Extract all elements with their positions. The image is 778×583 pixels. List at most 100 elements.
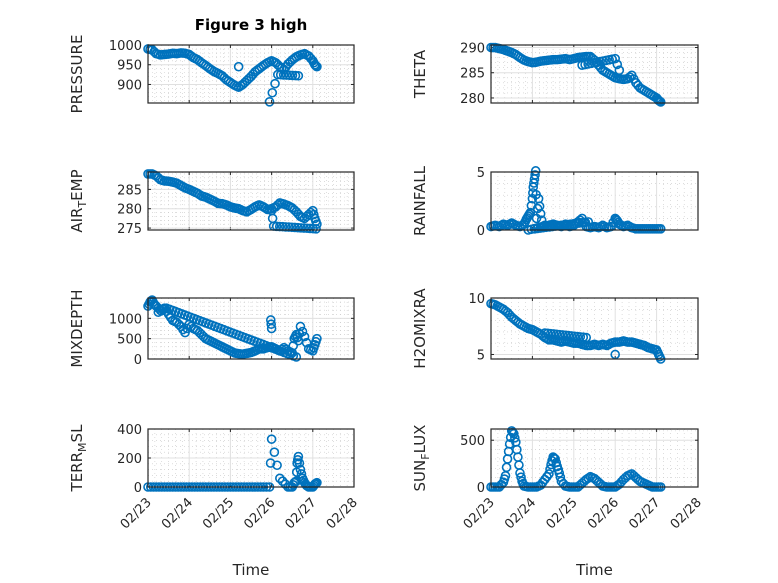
y-tick-label: 1000 <box>109 312 142 327</box>
data-point <box>264 97 275 107</box>
y-axis-label: MIXDEPTH <box>68 289 86 367</box>
data-point <box>287 70 298 81</box>
y-tick-label: 0 <box>477 224 485 239</box>
y-tick-label: 500 <box>117 333 142 348</box>
y-axis-label-main: SUN <box>411 460 429 492</box>
data-point <box>277 63 287 73</box>
y-axis-label-subscript: F <box>419 453 432 459</box>
data-point <box>296 469 307 479</box>
subplot-pressure: 900 950 1000 PRESSURE <box>68 35 355 114</box>
y-tick-label: 400 <box>117 423 142 438</box>
y-tick-label: 5 <box>477 166 485 181</box>
data-point <box>178 324 188 335</box>
data-point <box>311 60 321 71</box>
subplot-h2omixra: 5 10 H2OMIXRA <box>411 288 699 369</box>
data-point <box>654 351 665 362</box>
data-point <box>512 444 522 455</box>
data-point <box>652 347 663 358</box>
y-tick-label: 0 <box>134 353 142 368</box>
data-point <box>633 338 643 349</box>
data-point <box>275 69 286 80</box>
data-point <box>299 223 309 233</box>
y-axis-label-main: THETA <box>411 49 429 99</box>
y-axis-label-subscript: M <box>76 442 89 452</box>
data-point <box>514 460 524 470</box>
axes-box <box>147 428 355 488</box>
y-axis-label-main: PRESSURE <box>68 35 86 114</box>
y-tick-label: 1000 <box>109 39 142 54</box>
data-point <box>654 96 665 107</box>
data-point <box>301 337 312 348</box>
x-axis-label: Time <box>575 561 613 579</box>
y-tick-label: 285 <box>460 67 485 82</box>
data-point <box>624 470 635 480</box>
data-point <box>302 223 312 234</box>
data-point <box>311 336 321 347</box>
subplot-theta: 280 285 290 THETA <box>411 42 699 107</box>
data-point <box>165 176 176 187</box>
data-point <box>267 87 278 98</box>
data-point <box>499 474 510 484</box>
data-point <box>267 213 278 224</box>
x-axis-label: Time <box>232 561 270 579</box>
data-point <box>492 43 503 53</box>
data-point <box>645 343 656 354</box>
y-axis-label: PRESSURE <box>68 35 86 114</box>
data-point <box>280 222 291 232</box>
data-point <box>612 59 623 70</box>
data-point <box>277 221 288 232</box>
data-point <box>507 427 518 438</box>
data-point <box>500 45 511 56</box>
data-point <box>277 198 287 209</box>
subplot-mixdepth: 0 500 1000 MIXDEPTH <box>68 289 355 368</box>
data-point <box>272 460 282 471</box>
y-tick-label: 900 <box>117 78 142 93</box>
y-tick-label: 280 <box>460 92 485 107</box>
y-tick-label: 280 <box>117 203 142 218</box>
data-point <box>277 476 288 487</box>
y-axis-label: H2OMIXRA <box>411 288 429 369</box>
data-point <box>534 201 545 212</box>
data-point <box>215 198 225 209</box>
axes-box <box>490 171 699 231</box>
figure-title: Figure 3 high <box>195 16 308 34</box>
axes-box <box>147 171 355 231</box>
axes-box <box>490 297 699 360</box>
data-point <box>501 462 512 473</box>
data-point <box>600 340 610 350</box>
data-point <box>578 332 589 343</box>
y-tick-label: 290 <box>460 42 485 57</box>
data-point <box>270 78 280 89</box>
y-axis-label-main: AIR <box>68 208 86 233</box>
data-point <box>178 48 188 58</box>
data-point <box>580 217 591 228</box>
y-tick-label: 500 <box>460 434 485 449</box>
y-tick-label: 10 <box>468 292 485 307</box>
data-point <box>309 480 319 491</box>
data-point <box>272 69 283 80</box>
axes-box <box>147 297 355 360</box>
data-point <box>531 189 541 200</box>
data-point <box>278 70 289 80</box>
data-point <box>264 56 275 67</box>
subplot-air_temp: 275 280 285 AIRTEMP <box>68 169 355 237</box>
y-tick-label: 950 <box>117 59 142 74</box>
y-axis-label-rest: EMP <box>68 169 86 200</box>
y-tick-label: 5 <box>477 348 485 363</box>
data-point <box>287 222 297 233</box>
data-point <box>266 319 276 330</box>
data-point <box>308 223 318 234</box>
axes-box <box>490 428 699 488</box>
data-point <box>231 203 242 214</box>
data-point <box>275 473 285 484</box>
data-point <box>158 304 169 315</box>
data-point <box>145 169 155 179</box>
y-axis-label: RAINFALL <box>411 165 429 236</box>
y-tick-label: 200 <box>117 452 142 467</box>
data-point <box>293 222 303 233</box>
data-point <box>297 49 308 60</box>
y-tick-label: 0 <box>477 481 485 496</box>
data-point <box>530 166 541 176</box>
y-axis-label-main: RAINFALL <box>411 165 429 236</box>
